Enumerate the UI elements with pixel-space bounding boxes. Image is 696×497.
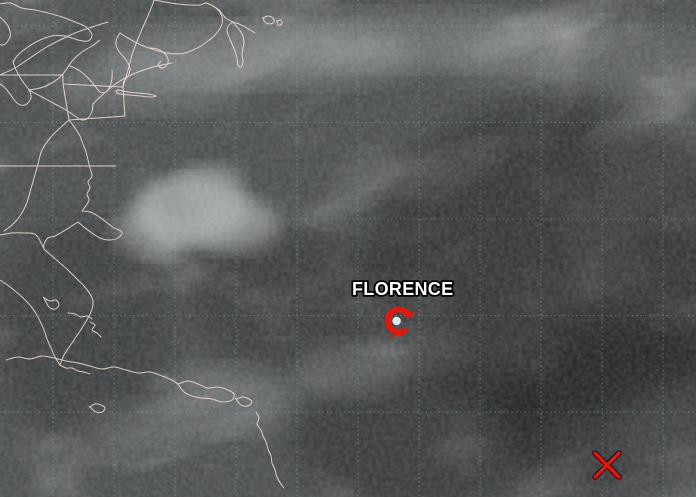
svg-text:FLORENCE: FLORENCE (352, 279, 453, 299)
